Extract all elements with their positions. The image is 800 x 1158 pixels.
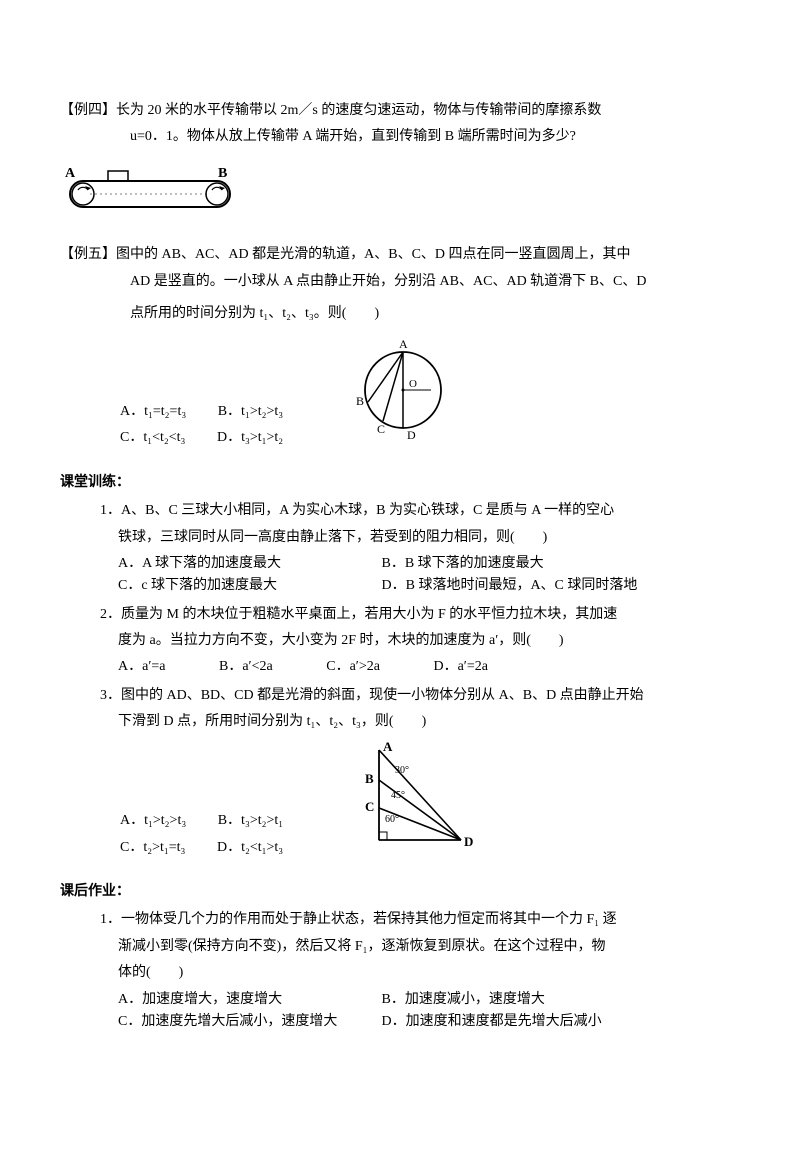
angle30: 30° bbox=[395, 765, 409, 776]
line-AB bbox=[368, 352, 403, 402]
q1-choices2: C．c 球下落的加速度最大 D．B 球落地时间最短，A、C 球同时落地 bbox=[100, 575, 740, 597]
q3-options-row2: C．t₂>t₁=t₃ D．t₂<t₁>t₃ bbox=[60, 837, 311, 859]
q1-l2: 铁球，三球同时从同一高度由静止落下，若受到的阻力相同，则( ) bbox=[100, 527, 740, 549]
q1: 1．A、B、C 三球大小相同，A 为实心木球，B 为实心铁球，C 是质与 A 一… bbox=[60, 500, 740, 598]
label-D: D bbox=[407, 428, 416, 442]
triangle-diagram: A B C D 30° 45° 60° bbox=[311, 740, 481, 863]
line-AC bbox=[383, 352, 403, 421]
q3-l2: 下滑到 D 点，所用时间分别为 t₁、t₂、t₃，则( ) bbox=[100, 711, 740, 733]
ex5-options-row1: A．t₁=t₂=t₃ B．t₁>t₂>t₃ bbox=[60, 401, 311, 423]
label-B2: B bbox=[365, 771, 374, 786]
belt-roller-right bbox=[206, 183, 228, 205]
class-training-heading: 课堂训练： bbox=[60, 472, 740, 494]
q3-optA: A．t₁>t₂>t₃ bbox=[120, 810, 186, 832]
q3-optD: D．t₂<t₁>t₃ bbox=[217, 837, 283, 859]
q1-d: D．B 球落地时间最短，A、C 球同时落地 bbox=[382, 578, 638, 593]
q2: 2．质量为 M 的木块位于粗糙水平桌面上，若用大小为 F 的水平恒力拉木块，其加… bbox=[60, 604, 740, 679]
q3-options-row1: A．t₁>t₂>t₃ B．t₃>t₂>t₁ bbox=[60, 810, 311, 832]
q1-a: A．A 球下落的加速度最大 bbox=[118, 553, 378, 575]
q1-choices1: A．A 球下落的加速度最大 B．B 球下落的加速度最大 bbox=[100, 553, 740, 575]
belt-label-a: A bbox=[65, 166, 76, 181]
hw1-c: C．加速度先增大后减小，速度增大 bbox=[118, 1011, 378, 1033]
q3: 3．图中的 AD、BD、CD 都是光滑的斜面，现使一小物体分别从 A、B、D 点… bbox=[60, 685, 740, 734]
ex5-optC: C．t₁<t₂<t₃ bbox=[120, 427, 185, 449]
q2-a: A．a′=a bbox=[118, 656, 166, 678]
angle45: 45° bbox=[391, 790, 405, 801]
label-B: B bbox=[356, 394, 364, 408]
label-C2: C bbox=[365, 799, 374, 814]
q3-optC: C．t₂>t₁=t₃ bbox=[120, 837, 185, 859]
q2-choices: A．a′=a B．a′<2a C．a′>2a D．a′=2a bbox=[100, 656, 740, 678]
ex5-optB: B．t₁>t₂>t₃ bbox=[218, 401, 283, 423]
q2-l2: 度为 a。当拉力方向不变，大小变为 2F 时，木块的加速度为 a′，则( ) bbox=[100, 630, 740, 652]
hw1: 1．一物体受几个力的作用而处于静止状态，若保持其他力恒定而将其中一个力 F₁ 逐… bbox=[60, 909, 740, 1033]
belt-box bbox=[108, 171, 128, 181]
hw1-l3: 体的( ) bbox=[100, 962, 740, 984]
q3-optB: B．t₃>t₂>t₁ bbox=[218, 810, 283, 832]
hw1-b: B．加速度减小，速度增大 bbox=[382, 992, 545, 1007]
q3-l1: 3．图中的 AD、BD、CD 都是光滑的斜面，现使一小物体分别从 A、B、D 点… bbox=[100, 685, 740, 707]
hw1-choices2: C．加速度先增大后减小，速度增大 D．加速度和速度都是先增大后减小 bbox=[100, 1011, 740, 1033]
circle-diagram: A B C D O bbox=[311, 335, 461, 453]
q2-l1: 2．质量为 M 的木块位于粗糙水平桌面上，若用大小为 F 的水平恒力拉木块，其加… bbox=[100, 604, 740, 626]
hw1-d: D．加速度和速度都是先增大后减小 bbox=[382, 1014, 602, 1029]
label-A: A bbox=[399, 337, 408, 351]
hw1-l1: 1．一物体受几个力的作用而处于静止状态，若保持其他力恒定而将其中一个力 F₁ 逐 bbox=[100, 909, 740, 931]
q2-d: D．a′=2a bbox=[433, 656, 488, 678]
example4-line2: u=0．1。物体从放上传输带 A 端开始，直到传输到 B 端所需时间为多少? bbox=[60, 126, 740, 148]
label-D2: D bbox=[464, 834, 473, 849]
belt-label-b: B bbox=[218, 166, 227, 181]
hw1-choices1: A．加速度增大，速度增大 B．加速度减小，速度增大 bbox=[100, 989, 740, 1011]
angle60: 60° bbox=[385, 814, 399, 825]
example5-line3: 点所用的时间分别为 t₁、t₂、t₃。则( ) bbox=[60, 303, 740, 325]
center-dot bbox=[402, 389, 405, 392]
ex5-optD: D．t₃>t₁>t₂ bbox=[217, 427, 283, 449]
q1-c: C．c 球下落的加速度最大 bbox=[118, 575, 378, 597]
label-A2: A bbox=[383, 740, 393, 754]
q2-c: C．a′>2a bbox=[326, 656, 380, 678]
belt-diagram: A B bbox=[60, 163, 740, 226]
label-C: C bbox=[377, 422, 385, 436]
example4-header: 【例四】长为 20 米的水平传输带以 2m／s 的速度匀速运动，物体与传输带间的… bbox=[60, 100, 740, 122]
right-angle bbox=[379, 832, 387, 840]
q1-l1: 1．A、B、C 三球大小相同，A 为实心木球，B 为实心铁球，C 是质与 A 一… bbox=[100, 500, 740, 522]
example5-line2: AD 是竖直的。一小球从 A 点由静止开始，分别沿 AB、AC、AD 轨道滑下 … bbox=[60, 271, 740, 293]
hw1-l2: 渐减小到零(保持方向不变)，然后又将 F₁，逐渐恢复到原状。在这个过程中，物 bbox=[100, 936, 740, 958]
example5-header: 【例五】图中的 AB、AC、AD 都是光滑的轨道，A、B、C、D 四点在同一竖直… bbox=[60, 244, 740, 266]
ex5-optA: A．t₁=t₂=t₃ bbox=[120, 401, 186, 423]
ex5-options-row2: C．t₁<t₂<t₃ D．t₃>t₁>t₂ bbox=[60, 427, 311, 449]
line-BD2 bbox=[379, 780, 461, 840]
homework-heading: 课后作业： bbox=[60, 881, 740, 903]
q1-b: B．B 球下落的加速度最大 bbox=[382, 556, 544, 571]
q2-b: B．a′<2a bbox=[219, 656, 273, 678]
hw1-a: A．加速度增大，速度增大 bbox=[118, 989, 378, 1011]
label-O: O bbox=[409, 378, 417, 390]
